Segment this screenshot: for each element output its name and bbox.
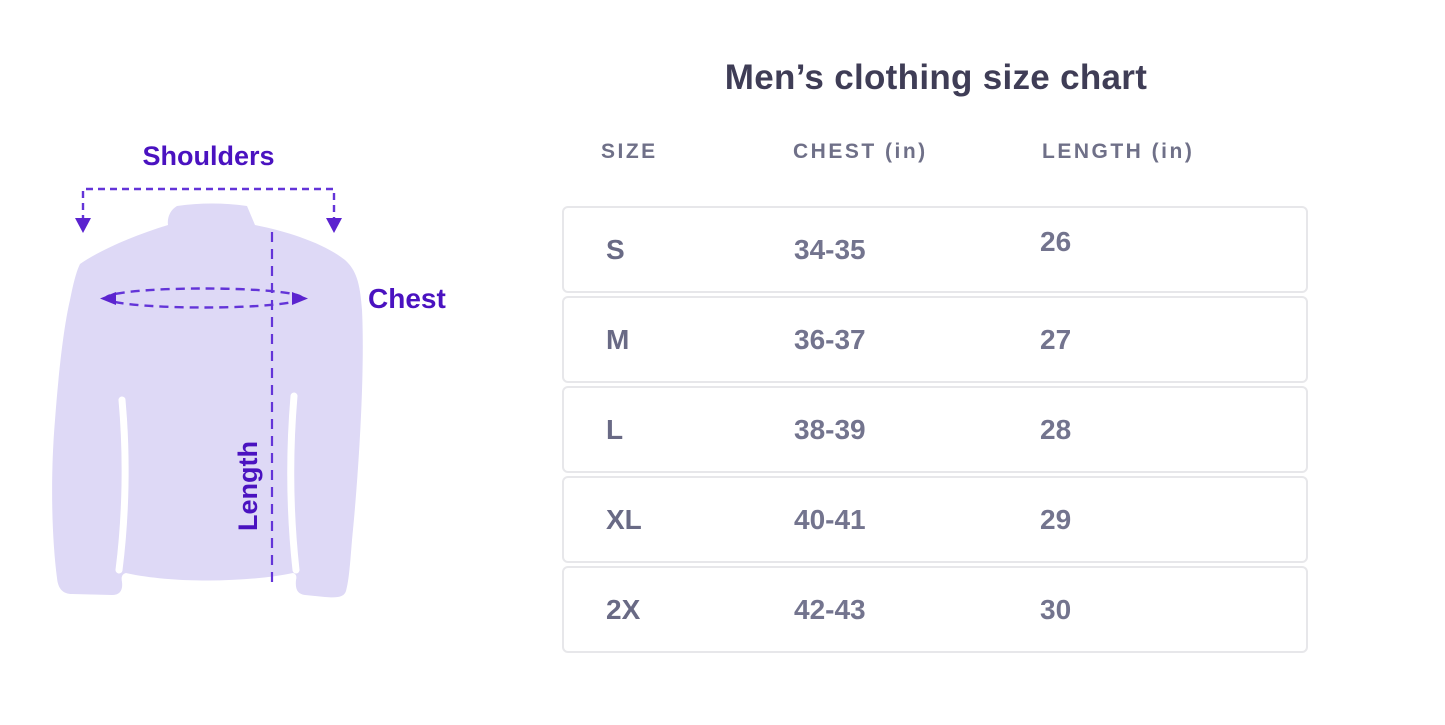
size-cell: XL	[606, 503, 642, 535]
chest-cell: 38-39	[794, 413, 866, 445]
right-sleeve-crease	[287, 392, 300, 574]
shoulders-arrow-right-icon	[326, 218, 342, 233]
column-header-length: LENGTH (in)	[1042, 140, 1195, 163]
chest-arrow-left-icon	[100, 292, 116, 305]
length-cell: 26	[1040, 225, 1072, 257]
length-label: Length	[232, 441, 263, 531]
length-cell: 29	[1040, 503, 1072, 535]
table-row: M 36-37 27	[562, 296, 1308, 383]
shirt-illustration	[52, 187, 363, 598]
chest-arrow-right-icon	[292, 292, 308, 305]
size-cell: L	[606, 413, 624, 445]
length-cell: 27	[1040, 323, 1072, 355]
size-table: S 34-35 26 M 36-37 27 L 38-39 28 XL 40-4…	[562, 206, 1308, 656]
chest-cell: 36-37	[794, 323, 866, 355]
table-row: XL 40-41 29	[562, 476, 1308, 563]
length-cell: 28	[1040, 413, 1072, 445]
shoulders-measure-line	[81, 187, 336, 222]
chest-cell: 34-35	[794, 233, 866, 265]
chest-cell: 42-43	[794, 593, 866, 625]
column-header-chest: CHEST (in)	[793, 140, 928, 163]
shoulders-arrow-left-icon	[75, 218, 91, 233]
size-cell: 2X	[606, 593, 641, 625]
shirt-body-shape	[52, 203, 363, 598]
chest-cell: 40-41	[794, 503, 866, 535]
page-title: Men’s clothing size chart	[724, 58, 1148, 97]
table-header-row: SIZE CHEST (in) LENGTH (in)	[562, 140, 1308, 164]
table-row: S 34-35 26	[562, 206, 1308, 293]
shoulders-label: Shoulders	[142, 141, 275, 171]
table-row: 2X 42-43 30	[562, 566, 1308, 653]
chest-label: Chest	[368, 283, 446, 314]
size-cell: M	[606, 323, 630, 355]
table-row: L 38-39 28	[562, 386, 1308, 473]
left-sleeve-crease	[115, 396, 129, 574]
length-cell: 30	[1040, 593, 1072, 625]
column-header-size: SIZE	[601, 140, 658, 163]
size-cell: S	[606, 233, 625, 265]
